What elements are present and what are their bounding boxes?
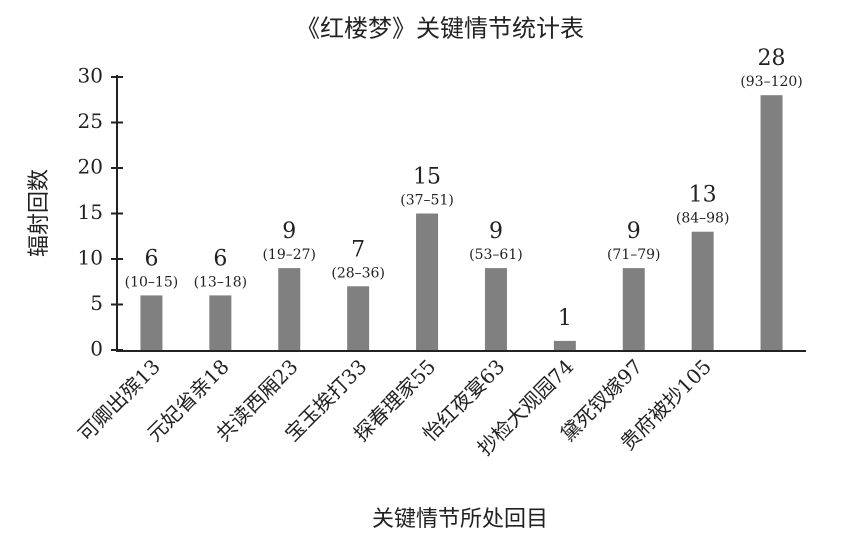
annotation: (10–15) [125,274,179,290]
bar [484,268,507,350]
data-label: 13 [689,183,717,208]
bar [278,268,301,350]
annotation: (37–51) [400,193,454,209]
y-tick-label: 30 [78,64,103,88]
y-tick-label: 10 [78,246,103,270]
annotation: (71–79) [607,247,661,263]
chart-title: 《红楼梦》关键情节统计表 [296,15,584,43]
annotation: (53–61) [469,247,523,263]
bar [622,268,645,350]
bar [416,213,439,350]
bar [760,95,783,350]
y-axis-label: 辐射回数 [27,169,52,257]
data-label: 9 [282,219,296,244]
data-label: 15 [413,165,441,190]
y-tick-label: 25 [78,109,103,133]
y-tick-label: 0 [90,337,103,361]
bar [691,231,714,350]
annotation: (84–98) [676,211,730,227]
annotation: (19–27) [262,247,316,263]
bar [347,286,370,350]
data-label: 6 [144,246,158,271]
y-tick-label: 15 [78,200,103,224]
data-label: 9 [489,219,503,244]
data-label: 7 [351,237,365,262]
data-label: 1 [558,306,572,331]
x-axis-label: 关键情节所处回目 [372,507,548,532]
y-tick-label: 20 [78,155,103,179]
data-label: 9 [627,219,641,244]
bar [140,295,163,350]
data-label: 28 [758,46,786,71]
y-tick-label: 5 [90,291,103,315]
annotation: (13–18) [194,274,248,290]
annotation: (93–120) [740,74,802,90]
bar [209,295,232,350]
annotation: (28–36) [331,265,385,281]
bar [553,340,576,350]
data-label: 6 [213,246,227,271]
